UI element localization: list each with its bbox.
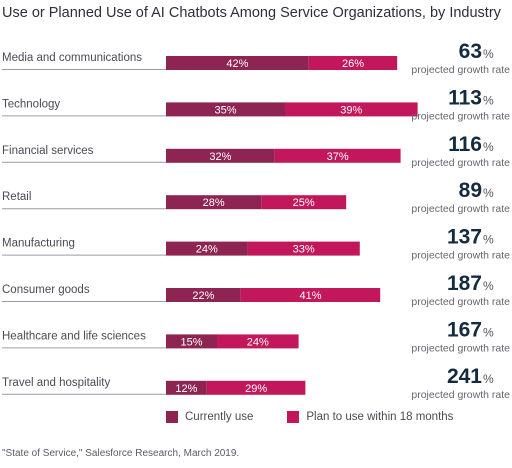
bar-label-planned: 33% <box>293 244 315 256</box>
growth-rate-caption: projected growth rate <box>411 389 510 400</box>
category-label: Media and communications <box>2 52 142 64</box>
category-label: Manufacturing <box>2 238 75 250</box>
growth-rate-value: 167 <box>447 318 482 341</box>
bar-label-current: 42% <box>226 58 248 70</box>
legend-label-current: Currently use <box>185 411 254 423</box>
growth-rate-value: 113 <box>448 86 482 109</box>
bar-current <box>166 56 309 70</box>
chart-area: Media and communications 42% 26% 63 % project… <box>2 40 510 400</box>
bar-current <box>166 102 285 117</box>
bar-planned <box>206 380 306 395</box>
bar-label-planned: 29% <box>245 383 267 395</box>
growth-rate-unit: % <box>483 279 494 293</box>
growth-rate-caption: projected growth rate <box>411 157 510 169</box>
legend-item-planned: Plan to use within 18 months <box>287 411 453 423</box>
growth-rate-value: 63 <box>459 40 482 63</box>
growth-rate-caption: projected growth rate <box>411 342 510 354</box>
bar-current <box>166 241 248 256</box>
bar-label-current: 35% <box>214 104 236 116</box>
growth-rate-caption: projected growth rate <box>411 296 510 308</box>
bar-planned <box>240 288 381 302</box>
chart-title: Use or Planned Use of AI Chatbots Among … <box>2 5 501 21</box>
bar-label-current: 32% <box>209 151 231 163</box>
bar-current <box>166 380 207 395</box>
growth-rate-value: 116 <box>448 133 482 156</box>
growth-rate-unit: % <box>483 47 494 61</box>
growth-rate-value: 241 <box>447 365 482 388</box>
growth-rate-unit: % <box>483 372 494 386</box>
bar-current <box>166 288 241 302</box>
category-label: Retail <box>2 191 31 203</box>
legend-swatch-current <box>166 411 178 423</box>
category-label: Healthcare and life sciences <box>2 330 146 342</box>
legend: Currently use Plan to use within 18 mont… <box>166 411 453 423</box>
category-label: Financial services <box>2 145 94 157</box>
source-note: "State of Service," Salesforce Research,… <box>2 448 240 459</box>
bar-label-current: 22% <box>192 290 214 302</box>
growth-rate-value: 89 <box>459 179 482 202</box>
bar-planned <box>285 102 418 117</box>
legend-label-planned: Plan to use within 18 months <box>306 411 454 423</box>
bar-label-planned: 37% <box>327 151 349 163</box>
category-label: Technology <box>2 98 60 110</box>
growth-rate-caption: projected growth rate <box>411 110 510 122</box>
bar-current <box>166 148 275 163</box>
growth-rate-value: 187 <box>447 272 482 295</box>
bar-label-planned: 41% <box>299 290 321 302</box>
bar-current <box>166 334 217 349</box>
growth-rate-unit: % <box>483 325 494 339</box>
bar-label-current: 28% <box>203 197 225 209</box>
bar-planned <box>308 56 398 70</box>
growth-rate-unit: % <box>483 233 494 247</box>
growth-rate-unit: % <box>483 140 494 154</box>
growth-rate-caption: projected growth rate <box>411 203 510 215</box>
bar-label-planned: 25% <box>293 197 315 209</box>
growth-rate-unit: % <box>483 93 494 107</box>
bar-label-current: 15% <box>180 336 202 348</box>
bar-planned <box>274 148 401 163</box>
bar-label-planned: 39% <box>340 104 362 116</box>
legend-swatch-planned <box>287 411 300 423</box>
growth-rate-caption: projected growth rate <box>411 250 510 262</box>
legend-item-current: Currently use <box>166 411 253 423</box>
bar-planned <box>217 334 299 349</box>
bar-label-planned: 26% <box>342 58 364 70</box>
bar-label-current: 24% <box>196 244 218 256</box>
bar-current <box>166 195 262 210</box>
bar-label-current: 12% <box>175 383 197 395</box>
bar-label-planned: 24% <box>247 336 269 348</box>
growth-rate-value: 137 <box>447 226 482 249</box>
bar-planned <box>261 195 347 210</box>
growth-rate-unit: % <box>483 186 494 200</box>
bar-planned <box>247 241 360 256</box>
category-label: Consumer goods <box>2 284 90 296</box>
growth-rate-caption: projected growth rate <box>411 64 510 76</box>
category-label: Travel and hospitality <box>2 377 110 389</box>
